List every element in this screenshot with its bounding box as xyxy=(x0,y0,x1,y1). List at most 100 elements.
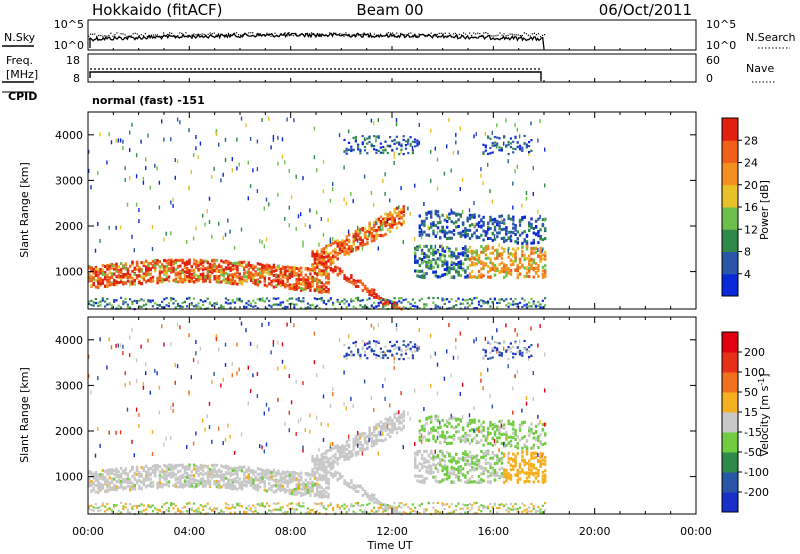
echo-cell xyxy=(88,373,90,378)
echo-cell xyxy=(174,158,176,163)
nsearch-dot xyxy=(290,34,292,36)
echo-cell xyxy=(265,267,269,270)
echo-cell xyxy=(142,381,145,386)
echo-cell xyxy=(300,417,302,422)
echo-cell xyxy=(489,251,492,255)
echo-cell xyxy=(482,152,485,155)
echo-cell xyxy=(500,269,504,273)
echo-cell xyxy=(530,149,533,152)
echo-cell xyxy=(359,152,362,155)
nsearch-dot xyxy=(487,32,489,35)
echo-cell xyxy=(500,267,504,271)
echo-cell xyxy=(176,364,179,369)
echo-cell xyxy=(94,453,97,458)
nsearch-label: N.Search xyxy=(746,31,796,44)
echo-cell xyxy=(455,255,458,259)
echo-cell xyxy=(316,285,319,289)
echo-cell xyxy=(122,139,124,144)
echo-cell xyxy=(395,214,399,218)
nsearch-dot xyxy=(351,34,353,36)
echo-cell xyxy=(500,261,504,265)
echo-cell xyxy=(491,218,494,222)
y-tick-label: 1000 xyxy=(55,266,83,279)
echo-cell xyxy=(487,135,490,138)
echo-cell xyxy=(206,502,209,505)
echo-cell xyxy=(500,214,504,218)
echo-cell xyxy=(183,263,187,267)
echo-cell xyxy=(199,504,202,507)
echo-cell xyxy=(254,301,257,304)
echo-cell xyxy=(208,401,211,406)
echo-cell xyxy=(407,138,410,141)
echo-cell xyxy=(126,202,129,207)
echo-cell xyxy=(316,459,319,463)
nsearch-dot xyxy=(171,32,173,34)
echo-cell xyxy=(430,261,433,265)
echo-cell xyxy=(259,271,262,275)
echo-cell xyxy=(192,262,196,266)
echo-cell xyxy=(373,237,376,241)
nsearch-dot xyxy=(381,35,384,37)
echo-cell xyxy=(338,474,342,478)
echo-cell xyxy=(149,482,152,486)
echo-cell xyxy=(135,300,139,303)
echo-cell xyxy=(441,228,444,232)
echo-cell xyxy=(361,346,364,349)
echo-cell xyxy=(206,265,209,269)
nsearch-dot xyxy=(420,34,422,36)
freq-right-tick-top: 60 xyxy=(706,54,720,67)
echo-cell xyxy=(512,151,515,154)
echo-cell xyxy=(544,257,547,261)
echo-cell xyxy=(484,263,488,267)
echo-cell xyxy=(473,215,476,219)
echo-cell xyxy=(398,141,401,144)
echo-cell xyxy=(498,231,501,235)
echo-cell xyxy=(329,464,333,468)
echo-cell xyxy=(256,278,260,282)
echo-cell xyxy=(186,240,188,244)
echo-cell xyxy=(359,243,362,247)
echo-cell xyxy=(238,466,241,469)
echo-cell xyxy=(181,485,184,489)
echo-cell xyxy=(534,304,538,307)
echo-cell xyxy=(514,169,516,174)
echo-cell xyxy=(338,244,342,248)
echo-cell xyxy=(224,342,227,347)
echo-cell xyxy=(208,265,212,269)
echo-cell xyxy=(115,430,117,435)
echo-cell xyxy=(343,138,346,142)
echo-cell xyxy=(525,247,529,251)
echo-cell xyxy=(416,259,419,263)
echo-cell xyxy=(94,298,97,301)
echo-cell xyxy=(240,482,244,486)
echo-cell xyxy=(215,485,219,489)
echo-cell xyxy=(514,123,516,128)
echo-cell xyxy=(126,267,130,271)
echo-cell xyxy=(332,301,335,304)
echo-cell xyxy=(211,267,214,271)
echo-cell xyxy=(354,281,358,285)
echo-cell xyxy=(311,254,314,258)
echo-cell xyxy=(124,275,127,279)
echo-cell xyxy=(446,298,449,301)
echo-cell xyxy=(518,261,522,264)
nsearch-dot xyxy=(258,33,260,35)
echo-cell xyxy=(338,269,342,273)
nsearch-dot xyxy=(383,35,386,37)
echo-cell xyxy=(211,174,213,179)
echo-cell xyxy=(202,485,205,489)
echo-cell xyxy=(286,481,289,485)
echo-cell xyxy=(179,264,182,268)
echo-cell xyxy=(539,257,542,261)
echo-cell xyxy=(498,298,501,301)
echo-cell xyxy=(170,297,173,300)
echo-cell xyxy=(135,267,139,271)
echo-cell xyxy=(165,272,168,276)
echo-cell xyxy=(457,273,460,277)
echo-cell xyxy=(90,266,93,270)
echo-cell xyxy=(350,191,352,196)
echo-cell xyxy=(113,472,116,476)
echo-cell xyxy=(379,299,383,303)
echo-cell xyxy=(99,443,101,448)
